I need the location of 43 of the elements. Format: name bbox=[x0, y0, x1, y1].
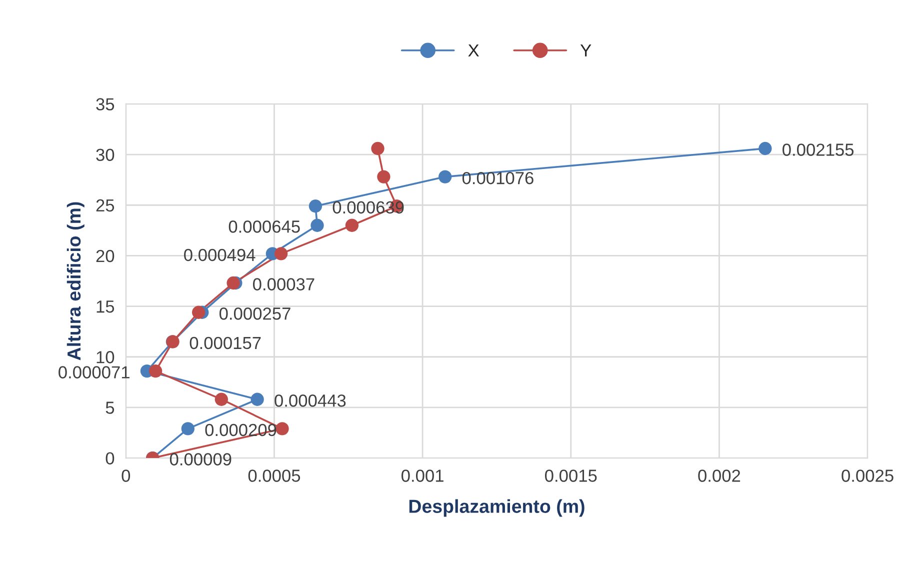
point bbox=[371, 142, 384, 156]
y-tick-label: 20 bbox=[96, 250, 114, 262]
annotation: 0.00037 bbox=[253, 278, 314, 290]
annotation: 0.002155 bbox=[782, 144, 854, 156]
x-tick-label: 0.0025 bbox=[842, 470, 894, 482]
point bbox=[345, 218, 359, 232]
x-tick-label: 0.0015 bbox=[545, 470, 597, 482]
point bbox=[377, 170, 390, 184]
legend-label: Y bbox=[580, 44, 592, 56]
y-tick-label: 10 bbox=[96, 351, 114, 364]
y-tick-label: 5 bbox=[106, 402, 114, 414]
point bbox=[308, 200, 322, 213]
annotation: 0.000257 bbox=[219, 308, 290, 320]
y-tick-label: 15 bbox=[96, 300, 114, 313]
annotation: 0.000443 bbox=[274, 394, 346, 407]
annotation: 0.000157 bbox=[190, 336, 261, 350]
point bbox=[250, 392, 264, 406]
legend-label: X bbox=[468, 44, 479, 56]
point bbox=[192, 306, 206, 319]
x-tick-label: 0.002 bbox=[698, 470, 740, 482]
annotation: 0.001076 bbox=[462, 172, 534, 184]
y-tick-label: 0 bbox=[106, 452, 114, 464]
x-tick-label: 0.001 bbox=[402, 470, 444, 482]
y-tick-label: 25 bbox=[96, 199, 114, 212]
annotation: 0.000494 bbox=[184, 248, 256, 262]
point bbox=[310, 218, 324, 232]
annotation: 0.000071 bbox=[58, 366, 130, 378]
annotation: 0.00009 bbox=[170, 453, 232, 466]
x-axis-title: Desplazamiento (m) bbox=[409, 499, 584, 517]
x-tick-label: 0.0005 bbox=[248, 470, 300, 482]
y-tick-label: 35 bbox=[96, 98, 114, 110]
point bbox=[148, 364, 162, 378]
x-tick-label: 0 bbox=[122, 470, 130, 482]
point bbox=[274, 247, 288, 260]
y-axis-title: Altura edificio (m) bbox=[66, 202, 84, 360]
point bbox=[438, 170, 452, 184]
point bbox=[214, 392, 228, 406]
point bbox=[758, 142, 772, 156]
point bbox=[226, 276, 240, 290]
point bbox=[181, 422, 194, 436]
annotation: 0.000645 bbox=[228, 220, 300, 233]
point bbox=[276, 422, 289, 436]
y-tick-label: 30 bbox=[96, 148, 114, 162]
